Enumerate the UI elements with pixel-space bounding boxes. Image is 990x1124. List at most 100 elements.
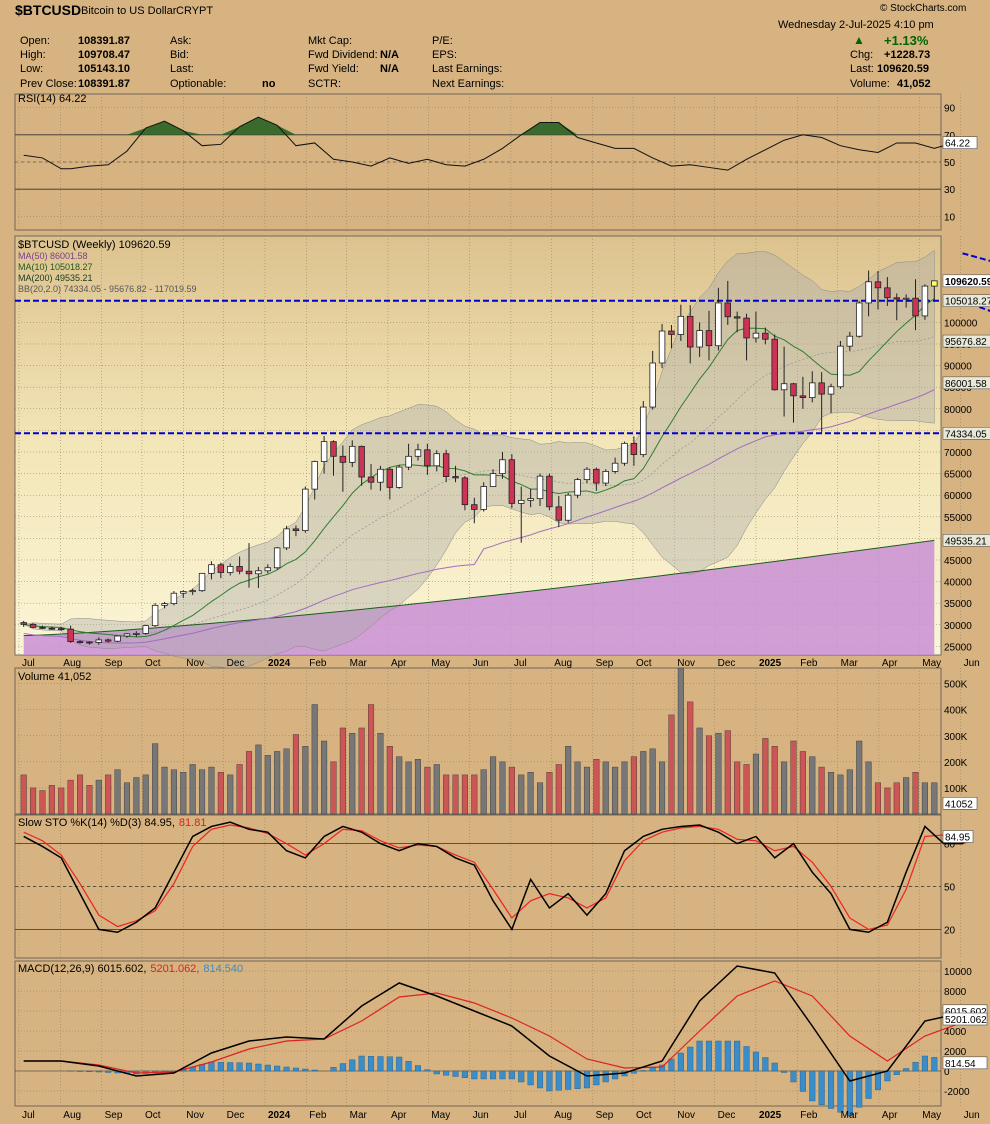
macd-histogram-bar <box>499 1070 506 1080</box>
macd-histogram-bar <box>583 1070 590 1089</box>
volume-bar <box>912 772 919 815</box>
candle-body <box>48 627 56 630</box>
macd-histogram-bar <box>865 1070 872 1099</box>
macd-histogram-bar <box>77 1070 84 1072</box>
volume-bar <box>452 774 459 815</box>
candle-body <box>771 338 778 391</box>
security-name: Bitcoin to US Dollar <box>81 5 177 17</box>
macd-histogram-bar <box>762 1057 769 1072</box>
sto-line-%D(3) <box>23 824 973 931</box>
price-y-tick-label: 100000 <box>944 318 978 329</box>
candle-body <box>649 362 656 408</box>
candle-body <box>799 395 807 398</box>
volume-bar <box>405 761 412 815</box>
volume-bar <box>677 667 684 815</box>
bb-middle-line <box>23 336 935 636</box>
macd-histogram-bar <box>921 1055 928 1072</box>
macd-y-tick-label: 2000 <box>944 1047 967 1058</box>
volume-bar <box>593 759 600 815</box>
volume-bar <box>39 790 46 815</box>
macd-histogram-bar <box>480 1070 487 1080</box>
datetime: Wednesday 2-Jul-2025 4:10 pm <box>778 19 934 31</box>
ma50-legend: MA(50) 86001.58 <box>18 251 88 261</box>
volume-bar <box>734 761 741 815</box>
macd-histogram-bar <box>274 1065 281 1072</box>
volume-bar <box>255 744 262 815</box>
candle-body <box>809 382 816 398</box>
volume-bar <box>264 755 271 815</box>
candle-body <box>264 567 271 572</box>
macd-label-box <box>942 1056 988 1070</box>
x-tick-label-bottom: Aug <box>554 1110 572 1121</box>
candle-body <box>349 445 356 463</box>
volume-bar <box>461 774 468 815</box>
x-tick-label-price: Mar <box>841 658 859 669</box>
volume-bar <box>67 779 74 815</box>
x-tick-label-bottom: Feb <box>309 1110 327 1121</box>
macd-histogram-bar <box>565 1070 572 1090</box>
price-label-box <box>942 534 990 547</box>
macd-histogram-bar <box>105 1070 112 1073</box>
candle-body <box>846 335 854 347</box>
volume-bar <box>602 761 609 815</box>
low-value: 105143.10 <box>78 63 130 75</box>
x-tick-label-bottom: Oct <box>145 1110 161 1121</box>
macd-histogram-bar <box>931 1057 938 1072</box>
macd-histogram-bar <box>527 1070 534 1086</box>
x-tick-label-price: Jul <box>22 658 35 669</box>
candle-body <box>564 494 572 521</box>
volume-bar <box>527 772 534 815</box>
candle-body <box>424 449 431 467</box>
candle-body <box>377 468 384 483</box>
x-tick-label-price: Oct <box>636 658 652 669</box>
candle-body <box>133 633 140 635</box>
candle-body <box>902 297 910 300</box>
x-tick-label-price: Apr <box>882 658 898 669</box>
rsi-y-tick-label: 90 <box>944 104 956 115</box>
x-tick-label-bottom: Nov <box>186 1110 204 1121</box>
price-y-tick-label: 90000 <box>944 362 972 373</box>
candle-body <box>405 455 412 468</box>
x-tick-label-price: Aug <box>554 658 572 669</box>
x-tick-label-price: 2025 <box>759 658 782 669</box>
candle-body <box>480 486 487 510</box>
candle-body <box>715 302 722 347</box>
macd-histogram-bar <box>593 1070 600 1086</box>
candle-body <box>208 564 215 574</box>
rsi-last-value-box <box>942 136 978 149</box>
x-tick-label-bottom: Aug <box>63 1110 81 1121</box>
candle-body <box>311 461 318 490</box>
optionable-value: no <box>262 78 276 90</box>
copyright: © StockCharts.com <box>880 3 967 14</box>
macd-histogram-bar <box>433 1070 440 1075</box>
macd-histogram-bar <box>837 1070 844 1113</box>
volume-bar <box>640 751 647 815</box>
x-tick-label-price: May <box>431 658 450 669</box>
volume-bar <box>762 738 769 815</box>
fwd-dividend-value: N/A <box>380 49 399 61</box>
candle-body <box>724 302 731 318</box>
x-tick-label-price: Nov <box>677 658 695 669</box>
volume-bar <box>499 761 506 815</box>
volume-bar <box>20 774 27 815</box>
macd-histogram-bar <box>302 1068 309 1072</box>
price-y-tick-label: 55000 <box>944 513 972 524</box>
x-tick-label-price: Oct <box>145 658 161 669</box>
volume-bar <box>30 787 37 815</box>
candle-body <box>227 566 234 573</box>
rsi-y-tick-label: 70 <box>944 131 956 142</box>
volume-bar <box>865 761 872 815</box>
volume-bar <box>518 774 525 815</box>
candle-body <box>677 315 685 335</box>
candle-body <box>790 383 797 397</box>
symbol: $BTCUSD <box>15 2 82 18</box>
sto-panel-title: Slow STO %K(14) %D(3) 84.95, 81.81 <box>18 817 206 829</box>
macd-histogram-bar <box>424 1069 431 1072</box>
macd-histogram-bar <box>368 1056 375 1072</box>
macd-histogram-bar <box>687 1046 694 1072</box>
eps-label: EPS: <box>432 49 458 61</box>
macd-histogram-bar <box>630 1070 637 1074</box>
price-y-tick-label: 35000 <box>944 599 972 610</box>
candle-body <box>471 504 478 510</box>
price-label: 105018.27 <box>945 297 990 308</box>
